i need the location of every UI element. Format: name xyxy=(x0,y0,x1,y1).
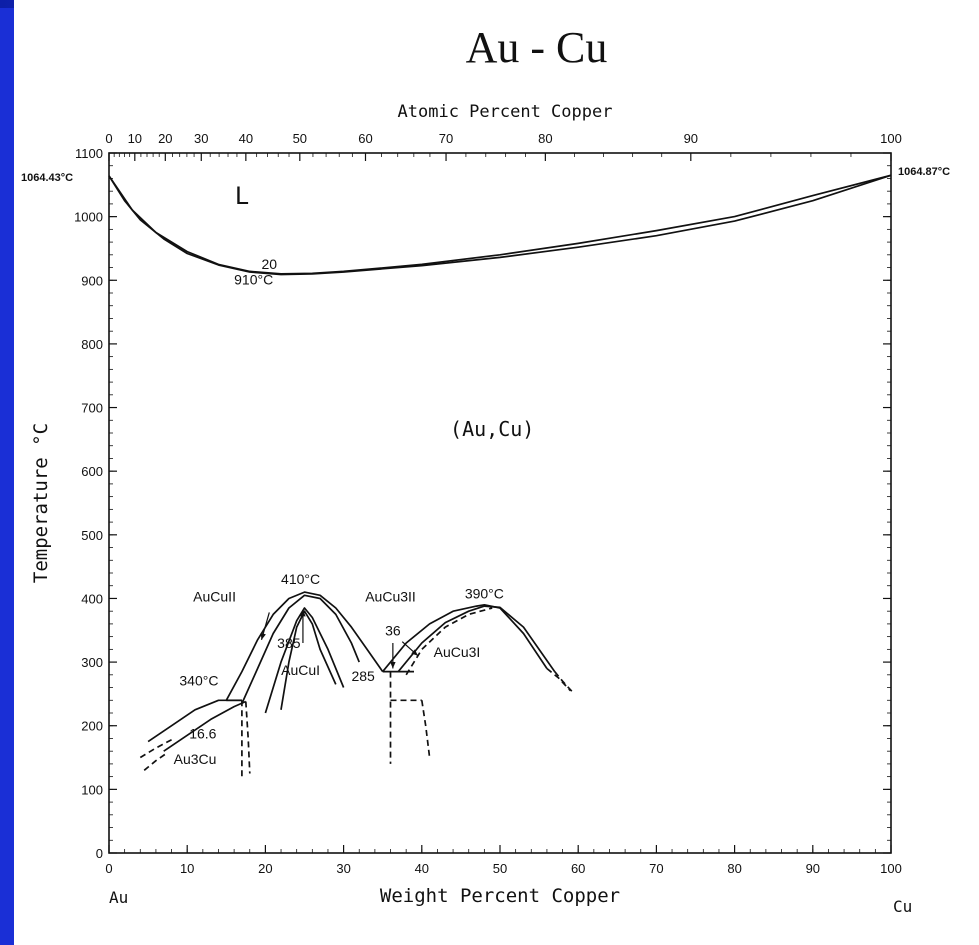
annotation-12: 285 xyxy=(351,668,375,684)
phase-boundary-5 xyxy=(264,607,345,714)
pointer-head-2 xyxy=(300,609,306,617)
annotation-15: 16.6 xyxy=(189,725,216,741)
annotation-7: AuCu3II xyxy=(365,589,416,605)
annotation-9: 36 xyxy=(385,622,401,638)
x-tick-label: 30 xyxy=(336,861,350,876)
y-tick-label: 700 xyxy=(81,401,103,416)
top-tick-label: 80 xyxy=(538,131,552,146)
annotation-8: 390°C xyxy=(465,585,504,601)
curve-group xyxy=(108,174,892,780)
top-tick-label: 30 xyxy=(194,131,208,146)
annotation-5: AuCuII xyxy=(193,589,236,605)
annotation-4: (Au,Cu) xyxy=(450,417,534,441)
phase-boundary-6 xyxy=(280,610,337,710)
phase-boundary-18 xyxy=(163,700,247,752)
annotation-14: 340°C xyxy=(179,673,218,689)
y-tick-label: 0 xyxy=(96,846,103,861)
top-tick-label: 0 xyxy=(105,131,112,146)
y-tick-label: 200 xyxy=(81,719,103,734)
y-tick-label: 1100 xyxy=(75,146,103,161)
slide-canvas: Au - Cu xyxy=(14,0,979,945)
right-end-label: Cu xyxy=(893,897,912,916)
left-end-label: Au xyxy=(109,888,128,907)
x-tick-label: 90 xyxy=(806,861,820,876)
x-tick-label: 0 xyxy=(105,861,112,876)
annotation-11: AuCu3I xyxy=(434,644,481,660)
top-axis-label: Atomic Percent Copper xyxy=(398,102,613,122)
phase-boundary-9 xyxy=(405,607,493,676)
phase-boundary-10 xyxy=(546,667,572,692)
y-tick-label: 900 xyxy=(81,273,103,288)
annotation-3: 910°C xyxy=(234,272,273,288)
annotation-2: 20 xyxy=(262,256,278,272)
x-tick-label: 70 xyxy=(649,861,663,876)
y-axis-label: Temperature °C xyxy=(30,423,52,583)
left-melting-label: 1064.43°C xyxy=(21,172,73,184)
pointer-head-4 xyxy=(411,649,418,656)
top-tick-label: 60 xyxy=(358,131,372,146)
right-melting-label: 1064.87°C xyxy=(898,166,950,178)
pointer-head-1 xyxy=(260,632,266,640)
top-tick-label: 100 xyxy=(880,131,902,146)
annotation-13: AuCuI xyxy=(281,662,320,678)
phase-boundary-8 xyxy=(397,605,556,673)
phase-boundary-17 xyxy=(139,738,172,759)
chart-title: Au - Cu xyxy=(465,23,608,72)
top-tick-label: 40 xyxy=(239,131,253,146)
y-tick-label: 100 xyxy=(81,782,103,797)
phase-boundary-7 xyxy=(382,603,548,673)
top-tick-label: 70 xyxy=(439,131,453,146)
phase-boundary-11 xyxy=(554,671,575,695)
annotation-1: L xyxy=(235,182,249,210)
y-tick-label: 1000 xyxy=(74,210,103,225)
annotation-16: Au3Cu xyxy=(174,751,217,767)
top-tick-label: 50 xyxy=(293,131,307,146)
phase-boundary-3 xyxy=(225,591,384,701)
x-tick-label: 100 xyxy=(880,861,902,876)
top-tick-label: 90 xyxy=(684,131,698,146)
annotation-10: 385 xyxy=(277,635,301,651)
x-tick-label: 10 xyxy=(180,861,194,876)
x-axis-label: Weight Percent Copper xyxy=(380,885,620,907)
y-tick-label: 300 xyxy=(81,655,103,670)
annotation-6: 410°C xyxy=(281,571,320,587)
y-tick-label: 800 xyxy=(81,337,103,352)
y-tick-label: 600 xyxy=(81,464,103,479)
y-tick-label: 400 xyxy=(81,591,103,606)
phase-boundary-21 xyxy=(244,701,251,774)
x-tick-label: 20 xyxy=(258,861,272,876)
phase-boundary-15 xyxy=(420,700,431,758)
x-tick-label: 80 xyxy=(727,861,741,876)
x-tick-label: 50 xyxy=(493,861,507,876)
phase-boundary-19 xyxy=(143,751,169,771)
x-tick-label: 40 xyxy=(415,861,429,876)
phase-boundary-2 xyxy=(108,174,892,276)
pointer-head-3 xyxy=(390,662,396,669)
phase-boundary-4 xyxy=(241,594,360,704)
top-tick-label: 20 xyxy=(158,131,172,146)
phase-boundary-1 xyxy=(108,174,892,275)
x-tick-label: 60 xyxy=(571,861,585,876)
y-tick-label: 500 xyxy=(81,528,103,543)
top-tick-label: 10 xyxy=(128,131,142,146)
